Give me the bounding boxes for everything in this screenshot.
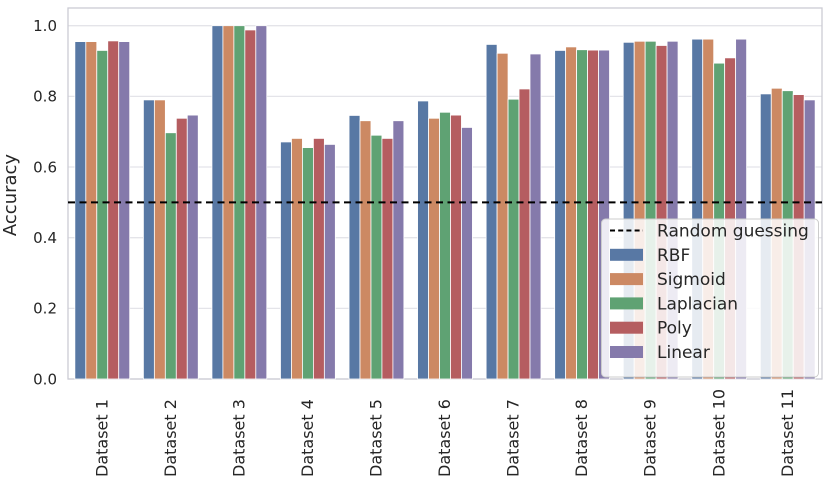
bar-sigmoid-dataset-2 [153, 99, 166, 380]
bar-rbf-dataset-7 [485, 44, 498, 380]
bar-laplacian-dataset-8 [576, 49, 588, 380]
x-tick-label-dataset-9: Dataset 9 [641, 399, 660, 477]
y-axis-label: Accuracy [0, 154, 21, 237]
bar-poly-dataset-2 [175, 117, 188, 380]
legend-swatch-sigmoid [610, 273, 643, 286]
bar-sigmoid-dataset-6 [428, 117, 440, 380]
bar-poly-dataset-7 [518, 88, 531, 380]
x-tick-label-dataset-2: Dataset 2 [161, 399, 180, 477]
bar-laplacian-dataset-6 [439, 111, 451, 380]
bar-poly-dataset-6 [450, 114, 462, 380]
y-tick-label: 0.6 [33, 158, 57, 176]
bar-rbf-dataset-6 [417, 100, 429, 380]
x-tick-label-dataset-6: Dataset 6 [435, 399, 454, 477]
legend-label-laplacian: Laplacian [657, 294, 738, 314]
bar-poly-dataset-1 [107, 40, 120, 380]
bar-linear-dataset-7 [529, 53, 542, 380]
bar-rbf-dataset-2 [142, 99, 155, 380]
y-tick-label: 0.2 [33, 300, 57, 318]
bar-linear-dataset-1 [118, 41, 131, 380]
x-tick-label-dataset-10: Dataset 10 [709, 389, 728, 477]
bar-laplacian-dataset-5 [370, 134, 383, 380]
x-tick-label-dataset-4: Dataset 4 [298, 399, 317, 477]
x-tick-label-dataset-11: Dataset 11 [778, 389, 797, 477]
bar-linear-dataset-4 [323, 144, 336, 380]
bar-poly-dataset-4 [312, 138, 325, 380]
bar-sigmoid-dataset-5 [359, 120, 372, 380]
bar-laplacian-dataset-4 [302, 147, 314, 380]
bar-rbf-dataset-8 [554, 50, 567, 380]
y-tick-label: 0.0 [33, 370, 57, 388]
bar-poly-dataset-3 [244, 29, 257, 380]
x-tick-label-dataset-8: Dataset 8 [572, 399, 591, 477]
y-tick-label: 1.0 [33, 17, 57, 35]
bar-sigmoid-dataset-8 [565, 46, 578, 380]
bar-laplacian-dataset-7 [507, 98, 520, 380]
bar-linear-dataset-8 [598, 49, 610, 380]
legend-swatch-linear [610, 346, 643, 358]
legend-label-sigmoid: Sigmoid [657, 270, 726, 290]
x-tick-label-dataset-7: Dataset 7 [504, 399, 523, 477]
bar-rbf-dataset-4 [280, 141, 292, 380]
bar-laplacian-dataset-2 [164, 132, 177, 380]
y-tick-label: 0.4 [33, 229, 57, 247]
legend-label-random-guessing: Random guessing [657, 221, 809, 241]
bar-laplacian-dataset-1 [96, 50, 109, 380]
legend-swatch-poly [610, 321, 643, 334]
bar-linear-dataset-5 [392, 120, 405, 380]
legend-label-linear: Linear [657, 343, 710, 363]
legend [601, 218, 819, 378]
bar-linear-dataset-9 [666, 40, 679, 380]
bar-poly-dataset-8 [587, 49, 599, 380]
x-tick-label-dataset-1: Dataset 1 [92, 399, 111, 477]
bar-rbf-dataset-5 [348, 115, 361, 380]
x-tick-label-dataset-3: Dataset 3 [229, 399, 248, 477]
y-tick-label: 0.8 [33, 88, 57, 106]
legend-swatch-laplacian [610, 297, 643, 310]
bar-linear-dataset-6 [461, 127, 473, 380]
bar-sigmoid-dataset-1 [85, 41, 98, 380]
bar-sigmoid-dataset-4 [291, 138, 303, 380]
legend-label-poly: Poly [657, 319, 692, 339]
bar-sigmoid-dataset-7 [496, 52, 509, 380]
bar-poly-dataset-5 [381, 138, 394, 380]
bar-rbf-dataset-1 [74, 41, 87, 380]
legend-label-rbf: RBF [657, 246, 690, 266]
legend-swatch-rbf [610, 248, 643, 261]
x-tick-label-dataset-5: Dataset 5 [367, 399, 386, 477]
bar-linear-dataset-2 [186, 114, 199, 380]
bar-linear-dataset-10 [735, 38, 748, 380]
